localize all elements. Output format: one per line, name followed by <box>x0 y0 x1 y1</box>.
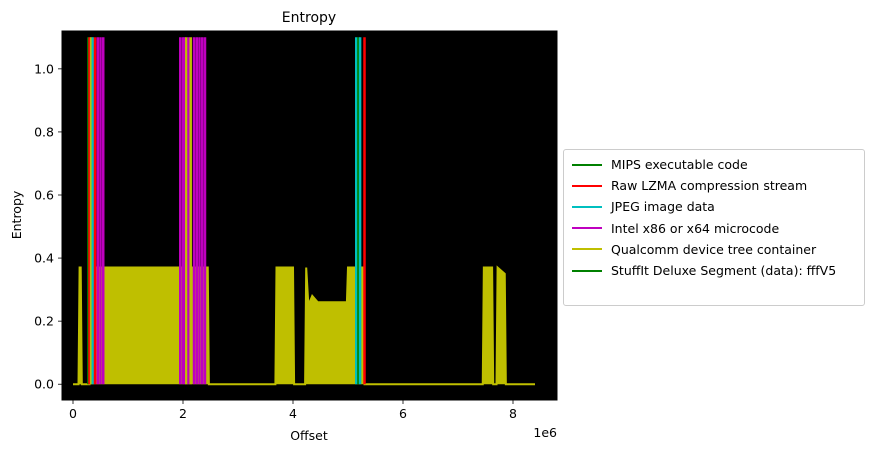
chart-title: Entropy <box>282 10 336 26</box>
legend-label-lzma: Raw LZMA compression stream <box>611 178 808 194</box>
legend-label-jpeg: JPEG image data <box>611 199 715 215</box>
y-tick-label: 0.4 <box>34 251 54 266</box>
legend-swatch-microcode <box>572 227 602 230</box>
x-tick-label: 6 <box>399 406 407 421</box>
x-tick-label: 4 <box>289 406 297 421</box>
legend-label-mips: MIPS executable code <box>611 157 748 173</box>
legend-item-jpeg: JPEG image data <box>572 196 856 217</box>
x-tick-label: 0 <box>69 406 77 421</box>
legend-swatch-jpeg <box>572 205 602 208</box>
y-axis-label: Entropy <box>9 190 24 239</box>
y-axis-ticks: 0.0 0.2 0.4 0.6 0.8 1.0 <box>34 61 62 392</box>
x-tick-label: 2 <box>179 406 187 421</box>
legend-swatch-stuffit <box>572 269 602 272</box>
legend-swatch-mips <box>572 163 602 166</box>
legend-item-qualcomm: Qualcomm device tree container <box>572 239 856 260</box>
signature-markers <box>87 37 366 385</box>
y-tick-label: 0.6 <box>34 188 54 203</box>
axes: 0 2 4 6 8 0.0 0.2 0.4 0.6 0.8 1.0 <box>34 30 558 421</box>
legend-item-mips: MIPS executable code <box>572 154 856 175</box>
x-tick-label: 8 <box>509 406 517 421</box>
y-tick-label: 0.0 <box>34 377 54 392</box>
legend-label-qualcomm: Qualcomm device tree container <box>611 241 817 257</box>
y-tick-label: 0.2 <box>34 314 54 329</box>
legend-item-stuffit: StuffIt Deluxe Segment (data): fffV5 <box>572 260 856 281</box>
y-tick-label: 0.8 <box>34 124 54 139</box>
plot-frame <box>61 30 558 401</box>
legend-item-microcode: Intel x86 or x64 microcode <box>572 218 856 239</box>
legend: MIPS executable code Raw LZMA compressio… <box>563 149 865 306</box>
x-axis-label: Offset <box>290 428 328 443</box>
legend-swatch-qualcomm <box>572 248 602 251</box>
y-tick-label: 1.0 <box>34 61 54 76</box>
legend-item-lzma: Raw LZMA compression stream <box>572 175 856 196</box>
legend-label-microcode: Intel x86 or x64 microcode <box>611 220 780 236</box>
legend-swatch-lzma <box>572 184 602 187</box>
legend-label-stuffit: StuffIt Deluxe Segment (data): fffV5 <box>611 263 837 279</box>
x-axis-ticks: 0 2 4 6 8 <box>69 400 517 421</box>
x-axis-offset-label: 1e6 <box>533 425 557 440</box>
